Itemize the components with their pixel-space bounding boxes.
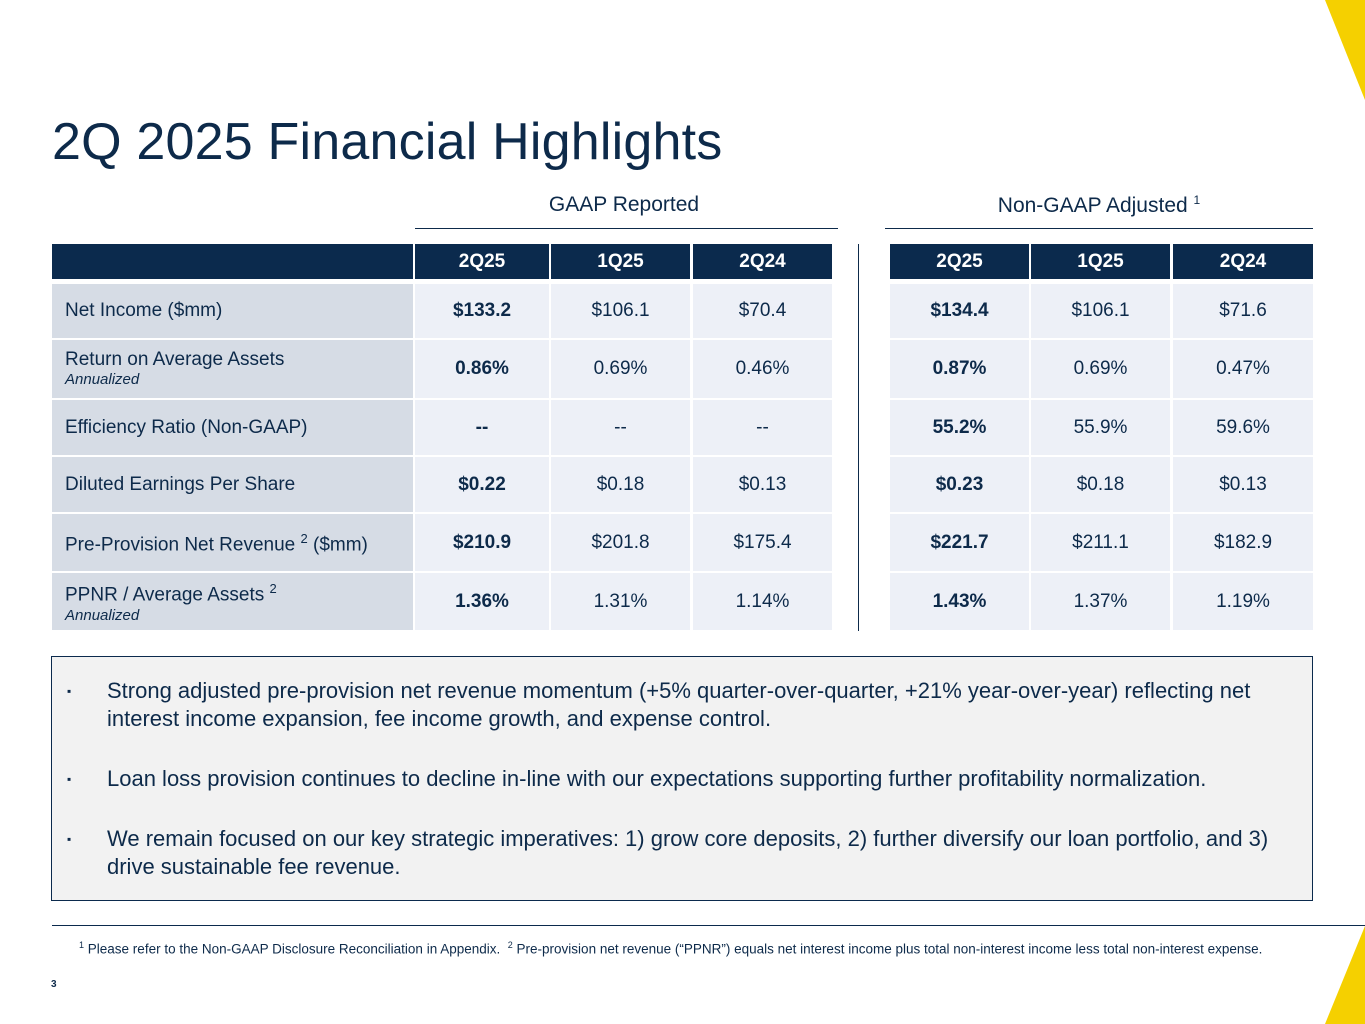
row-label-main: Pre-Provision Net Revenue — [65, 534, 296, 556]
gaap-value-cell: $0.22 — [415, 457, 549, 512]
nongaap-value-cell: 1.19% — [1173, 573, 1313, 630]
nongaap-group-underline — [885, 228, 1313, 229]
bullet-text: Strong adjusted pre-provision net revenu… — [107, 678, 1251, 731]
nongaap-value-cell: $0.13 — [1173, 457, 1313, 512]
row-label-main: Net Income ($mm) — [65, 300, 223, 321]
footnote-1-number: 1 — [79, 940, 85, 950]
gaap-value-cell: $201.8 — [551, 514, 690, 571]
gaap-value-cell: $0.13 — [693, 457, 832, 512]
nongaap-group-text: Non-GAAP Adjusted — [997, 194, 1188, 217]
gaap-value-cell: 0.69% — [551, 340, 690, 398]
top-right-accent-shape — [1325, 0, 1365, 100]
page-number: 3 — [51, 979, 57, 990]
nongaap-value-cell: 0.87% — [890, 340, 1029, 398]
gaap-value-cell: 1.31% — [551, 573, 690, 630]
row-label-main: Diluted Earnings Per Share — [65, 473, 296, 495]
gaap-value-cell: 1.36% — [415, 573, 549, 630]
gaap-value-cell: $175.4 — [693, 514, 832, 571]
row-label-text: PPNR / Average Assets 2 — [65, 578, 277, 606]
row-label-main: Return on Average Assets — [65, 349, 285, 370]
nongaap-group-label: Non-GAAP Adjusted 1 — [885, 193, 1313, 218]
header-label-cell — [52, 244, 413, 279]
footnote-1-text: Please refer to the Non-GAAP Disclosure … — [87, 941, 501, 957]
nongaap-value-cell: 1.37% — [1031, 573, 1170, 630]
header-nongaap-2: 2Q24 — [1173, 244, 1313, 279]
bullet-marker-icon: ▪ — [67, 772, 72, 786]
gaap-group-underline — [415, 228, 838, 229]
page-title: 2Q 2025 Financial Highlights — [52, 113, 723, 171]
bullet-text: We remain focused on our key strategic i… — [107, 826, 1269, 879]
nongaap-value-cell: 1.43% — [890, 573, 1029, 630]
nongaap-value-cell: $182.9 — [1173, 514, 1313, 571]
row-label-main: PPNR / Average Assets — [65, 584, 265, 606]
header-gaap-0: 2Q25 — [415, 244, 549, 279]
row-footnote-ref: 2 — [269, 581, 277, 597]
nongaap-value-cell: 0.69% — [1031, 340, 1170, 398]
footnote-2-number: 2 — [507, 940, 513, 950]
nongaap-value-cell: 0.47% — [1173, 340, 1313, 398]
bullet-marker-icon: ▪ — [67, 832, 72, 846]
footnote-2-text: Pre-provision net revenue (“PPNR”) equal… — [516, 941, 1263, 957]
header-gaap-1: 1Q25 — [551, 244, 690, 279]
gaap-value-cell: -- — [551, 400, 690, 455]
nongaap-value-cell: 59.6% — [1173, 400, 1313, 455]
commentary-box: ▪ Strong adjusted pre-provision net reve… — [51, 656, 1313, 901]
gaap-group-text: GAAP Reported — [548, 193, 700, 216]
row-label-text: Diluted Earnings Per Share — [65, 474, 295, 496]
nongaap-value-cell: 55.9% — [1031, 400, 1170, 455]
row-label: Diluted Earnings Per Share — [52, 457, 413, 512]
nongaap-value-cell: $211.1 — [1031, 514, 1170, 571]
gaap-value-cell: 0.46% — [693, 340, 832, 398]
row-label-suffix: ($mm) — [307, 534, 368, 556]
header-gaap-2: 2Q24 — [693, 244, 832, 279]
bullet-text: Loan loss provision continues to decline… — [107, 766, 1207, 791]
nongaap-value-cell: $134.4 — [890, 284, 1029, 338]
row-label: Efficiency Ratio (Non-GAAP) — [52, 400, 413, 455]
gaap-value-cell: -- — [693, 400, 832, 455]
gaap-value-cell: $106.1 — [551, 284, 690, 338]
gaap-value-cell: $210.9 — [415, 514, 549, 571]
gaap-value-cell: 1.14% — [693, 573, 832, 630]
nongaap-value-cell: $71.6 — [1173, 284, 1313, 338]
header-nongaap-1: 1Q25 — [1031, 244, 1170, 279]
footnote-divider — [52, 925, 1365, 926]
bullet-marker-icon: ▪ — [67, 684, 72, 698]
footnotes: 1 Please refer to the Non-GAAP Disclosur… — [79, 936, 1299, 959]
nongaap-footnote-ref: 1 — [1193, 193, 1201, 207]
gaap-value-cell: $133.2 — [415, 284, 549, 338]
row-label-text: Efficiency Ratio (Non-GAAP) — [65, 417, 308, 439]
row-label-text: Return on Average Assets — [65, 349, 284, 371]
header-nongaap-0: 2Q25 — [890, 244, 1029, 279]
gaap-value-cell: $0.18 — [551, 457, 690, 512]
gaap-group-label: GAAP Reported — [415, 193, 833, 217]
nongaap-value-cell: $106.1 — [1031, 284, 1170, 338]
row-label-main: Efficiency Ratio (Non-GAAP) — [65, 416, 308, 438]
row-footnote-ref: 2 — [300, 531, 308, 547]
nongaap-value-cell: $0.18 — [1031, 457, 1170, 512]
gaap-value-cell: -- — [415, 400, 549, 455]
bottom-right-accent-shape — [1325, 926, 1365, 1024]
gaap-value-cell: 0.86% — [415, 340, 549, 398]
nongaap-value-cell: 55.2% — [890, 400, 1029, 455]
row-label: Pre-Provision Net Revenue 2 ($mm) — [52, 514, 413, 571]
gaap-value-cell: $70.4 — [693, 284, 832, 338]
nongaap-value-cell: $221.7 — [890, 514, 1029, 571]
row-label-sub: Annualized — [65, 371, 140, 388]
row-label: PPNR / Average Assets 2 Annualized — [52, 573, 413, 630]
row-label: Return on Average Assets Annualized — [52, 340, 413, 398]
row-label-sub: Annualized — [65, 606, 140, 624]
row-label-text: Net Income ($mm) — [65, 300, 222, 322]
table-separator — [858, 244, 859, 631]
nongaap-value-cell: $0.23 — [890, 457, 1029, 512]
row-label: Net Income ($mm) — [52, 284, 413, 338]
row-label-text: Pre-Provision Net Revenue 2 ($mm) — [65, 528, 368, 556]
